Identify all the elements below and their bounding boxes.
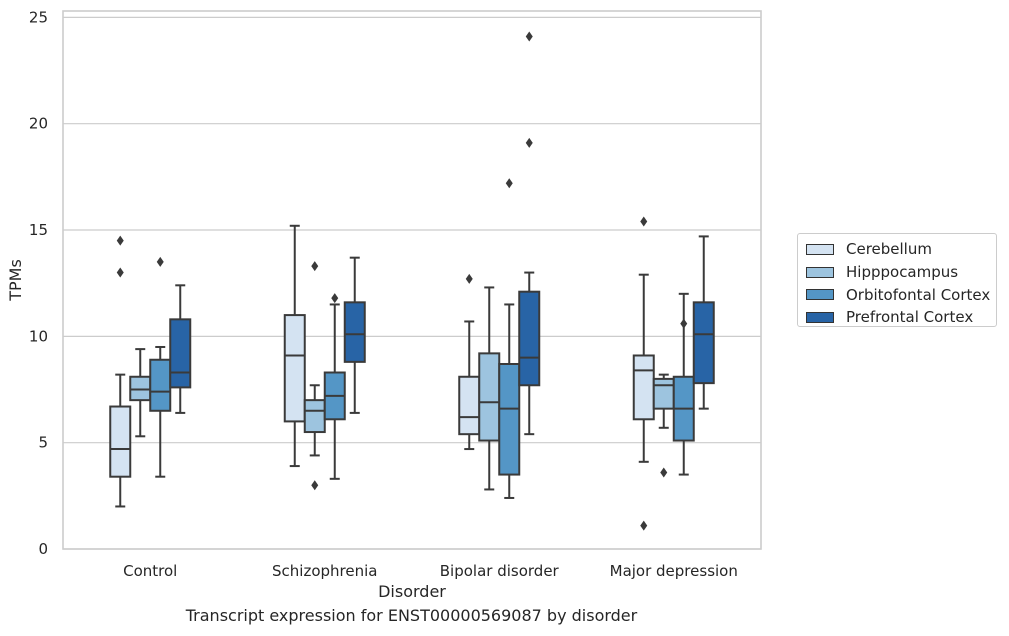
box-orbitofontal-cortex — [498, 178, 521, 499]
box-series — [109, 31, 715, 531]
outlier-point — [640, 520, 648, 531]
outlier-point — [525, 137, 533, 148]
y-tick-label: 15 — [29, 221, 48, 239]
box-prefrontal-cortex — [169, 284, 192, 414]
chart-caption: Transcript expression for ENST0000056908… — [185, 606, 638, 625]
box-prefrontal-cortex — [343, 256, 366, 414]
box-cerebellum — [458, 273, 481, 451]
x-tick-label: Major depression — [610, 562, 738, 580]
outlier-point — [525, 31, 533, 42]
legend-swatch — [806, 289, 834, 301]
legend-item: Cerebellum — [806, 238, 996, 261]
box-iqr — [458, 375, 481, 436]
box-iqr — [692, 301, 715, 385]
outlier-point — [465, 273, 473, 284]
legend-swatch — [806, 266, 834, 278]
x-tick-label: Bipolar disorder — [440, 562, 560, 580]
x-axis-label: Disorder — [378, 582, 446, 601]
gridlines — [63, 16, 761, 550]
x-tick-label: Schizophrenia — [272, 562, 377, 580]
legend-label: Orbitofontal Cortex — [846, 285, 991, 304]
box-orbitofontal-cortex — [149, 256, 172, 478]
y-tick-label: 25 — [29, 8, 48, 26]
box-hipppocampus — [129, 348, 152, 438]
box-hipppocampus — [303, 261, 326, 491]
legend: Cerebellum Hipppocampus Orbitofontal Corte… — [797, 233, 997, 327]
box-iqr — [129, 375, 152, 402]
box-iqr — [478, 352, 501, 442]
legend-swatch — [806, 311, 834, 323]
legend-item: Prefrontal Cortex — [806, 306, 996, 329]
box-iqr — [518, 290, 541, 387]
outlier-point — [505, 178, 513, 189]
outlier-point — [640, 216, 648, 227]
outlier-point — [116, 267, 124, 278]
outlier-point — [311, 480, 319, 491]
outlier-point — [680, 318, 688, 329]
legend-swatch — [806, 243, 834, 255]
box-iqr — [109, 405, 132, 478]
box-iqr — [169, 318, 192, 389]
outlier-point — [311, 261, 319, 272]
y-tick-label: 10 — [29, 327, 48, 345]
y-tick-labels: 0 5 10 15 20 25 — [29, 8, 48, 558]
y-tick-label: 20 — [29, 115, 48, 133]
box-hipppocampus — [478, 286, 501, 491]
y-tick-label: 5 — [38, 434, 48, 452]
legend-label: Prefrontal Cortex — [846, 308, 974, 327]
outlier-point — [156, 256, 164, 267]
box-cerebellum — [283, 224, 306, 468]
y-tick-label: 0 — [38, 540, 48, 558]
y-axis-label: TPMs — [6, 259, 25, 302]
box-orbitofontal-cortex — [323, 293, 346, 480]
legend-item: Orbitofontal Cortex — [806, 283, 996, 306]
box-hipppocampus — [652, 373, 675, 478]
legend-label: Cerebellum — [846, 240, 932, 259]
legend-item: Hipppocampus — [806, 261, 996, 284]
box-cerebellum — [632, 216, 655, 531]
outlier-point — [116, 235, 124, 246]
outlier-point — [660, 467, 668, 478]
legend-label: Hipppocampus — [846, 263, 959, 282]
box-iqr — [652, 377, 675, 410]
box-iqr — [149, 358, 172, 412]
box-iqr — [303, 399, 326, 434]
plot-area-frame — [62, 10, 762, 550]
box-iqr — [632, 354, 655, 421]
x-tick-label: Control — [123, 562, 177, 580]
box-prefrontal-cortex — [692, 235, 715, 410]
x-tick-labels: Control Schizophrenia Bipolar disorder Majo… — [123, 562, 738, 580]
box-cerebellum — [109, 235, 132, 508]
box-iqr — [498, 362, 521, 476]
box-prefrontal-cortex — [518, 31, 541, 436]
box-orbitofontal-cortex — [672, 292, 695, 476]
box-iqr — [283, 314, 306, 423]
outlier-point — [331, 293, 339, 304]
box-iqr — [343, 301, 366, 363]
